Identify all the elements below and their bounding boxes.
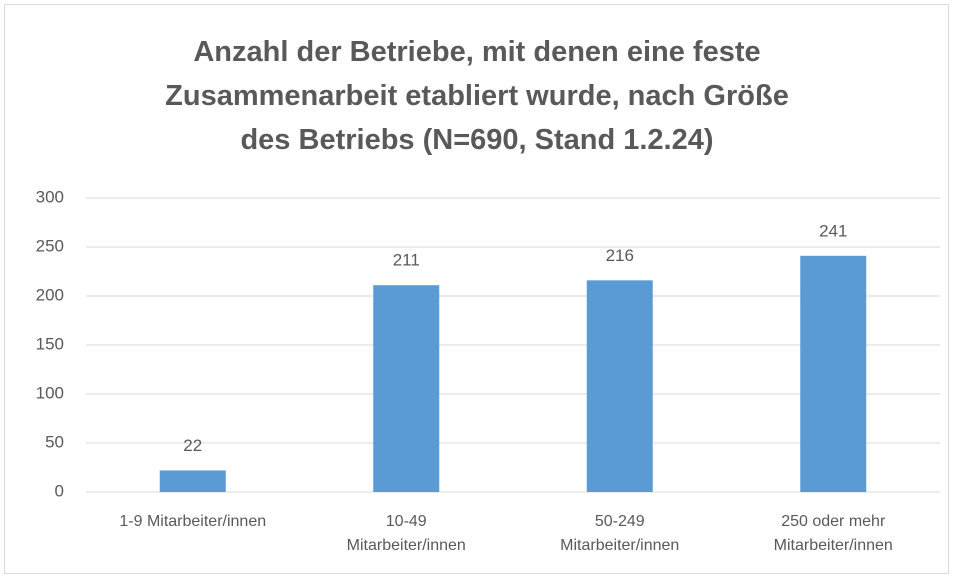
data-label: 216 xyxy=(606,246,634,265)
bar xyxy=(373,285,440,492)
y-tick-label: 100 xyxy=(36,383,64,402)
y-tick-label: 0 xyxy=(55,481,64,500)
bar xyxy=(159,470,226,492)
data-label: 22 xyxy=(183,436,202,455)
chart-title: Anzahl der Betriebe, mit denen eine fest… xyxy=(165,36,789,156)
x-tick-label: 250 oder mehr Mitarbeiter/innen xyxy=(773,513,893,554)
y-tick-label: 300 xyxy=(36,187,64,206)
y-tick-label: 150 xyxy=(36,334,64,353)
x-tick-label: 10-49 Mitarbeiter/innen xyxy=(346,513,466,554)
bar xyxy=(800,255,867,492)
y-tick-label: 200 xyxy=(36,285,64,304)
data-label: 241 xyxy=(819,221,847,240)
y-tick-label: 50 xyxy=(45,432,64,451)
chart-border xyxy=(4,4,949,574)
data-label: 211 xyxy=(393,251,420,270)
x-tick-label: 1-9 Mitarbeiter/innen xyxy=(119,513,267,530)
y-tick-label: 250 xyxy=(36,236,64,255)
bar xyxy=(586,280,653,492)
x-tick-label: 50-249 Mitarbeiter/innen xyxy=(560,513,680,554)
